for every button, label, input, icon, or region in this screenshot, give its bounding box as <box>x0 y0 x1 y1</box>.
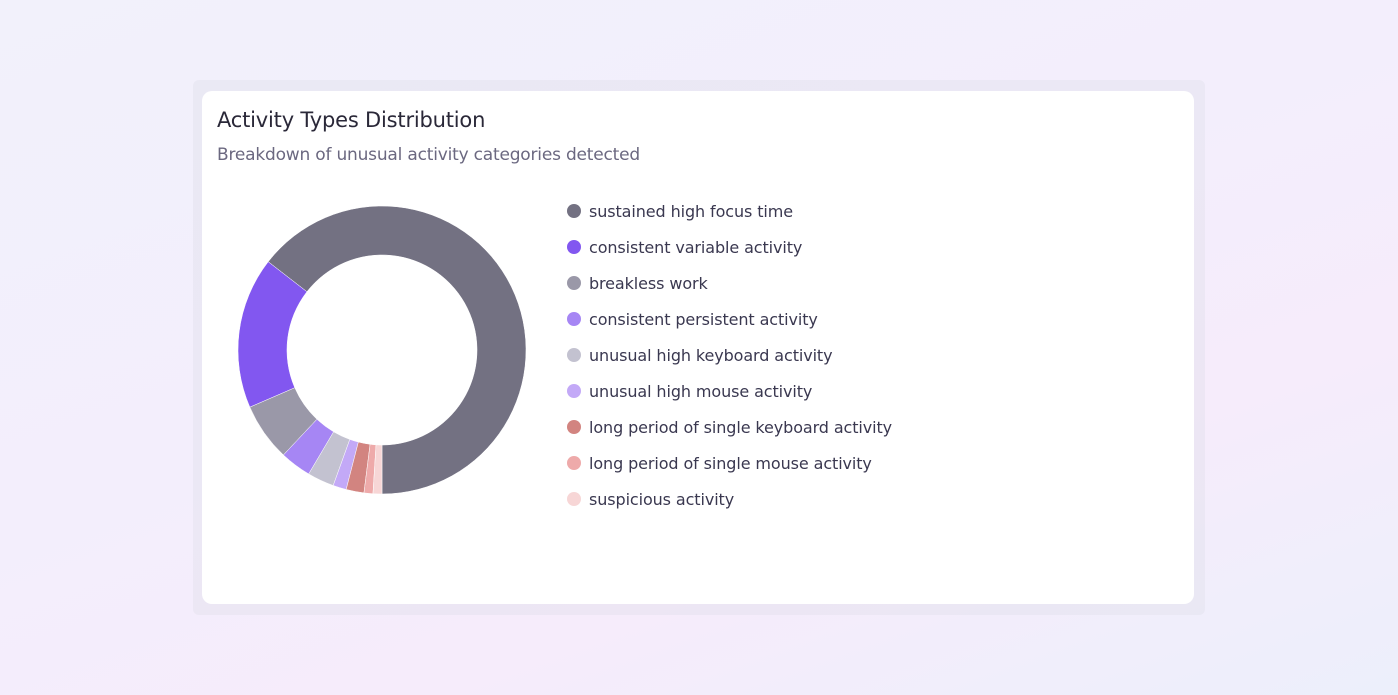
legend-label: consistent variable activity <box>589 237 803 257</box>
legend-label: breakless work <box>589 273 708 293</box>
legend-label: long period of single keyboard activity <box>589 417 893 437</box>
legend-swatch <box>567 492 581 506</box>
legend-swatch <box>567 276 581 290</box>
legend-label: unusual high keyboard activity <box>589 345 833 365</box>
legend-swatch <box>567 240 581 254</box>
chart-title: Activity Types Distribution <box>217 108 486 132</box>
legend-swatch <box>567 384 581 398</box>
legend-swatch <box>567 204 581 218</box>
donut-slice-9[interactable] <box>372 444 383 495</box>
legend-label: suspicious activity <box>589 489 735 509</box>
legend-item[interactable]: unusual high keyboard activity <box>567 337 892 373</box>
legend-item[interactable]: long period of single keyboard activity <box>567 409 892 445</box>
legend-item[interactable]: unusual high mouse activity <box>567 373 892 409</box>
legend-swatch <box>567 420 581 434</box>
legend-item[interactable]: long period of single mouse activity <box>567 445 892 481</box>
legend-swatch <box>567 312 581 326</box>
legend-label: long period of single mouse activity <box>589 453 872 473</box>
legend-item[interactable]: consistent persistent activity <box>567 301 892 337</box>
donut-chart <box>237 205 527 495</box>
donut-slice-2[interactable] <box>237 261 308 408</box>
legend-item[interactable]: breakless work <box>567 265 892 301</box>
donut-slice-1[interactable] <box>267 205 527 495</box>
legend-swatch <box>567 456 581 470</box>
legend-item[interactable]: suspicious activity <box>567 481 892 517</box>
chart-legend: sustained high focus time consistent vari… <box>567 193 892 517</box>
legend-label: consistent persistent activity <box>589 309 818 329</box>
chart-subtitle: Breakdown of unusual activity categories… <box>217 145 640 165</box>
chart-card: Activity Types Distribution Breakdown of… <box>202 91 1194 604</box>
legend-item[interactable]: sustained high focus time <box>567 193 892 229</box>
legend-item[interactable]: consistent variable activity <box>567 229 892 265</box>
legend-label: unusual high mouse activity <box>589 381 813 401</box>
legend-label: sustained high focus time <box>589 201 793 221</box>
legend-swatch <box>567 348 581 362</box>
